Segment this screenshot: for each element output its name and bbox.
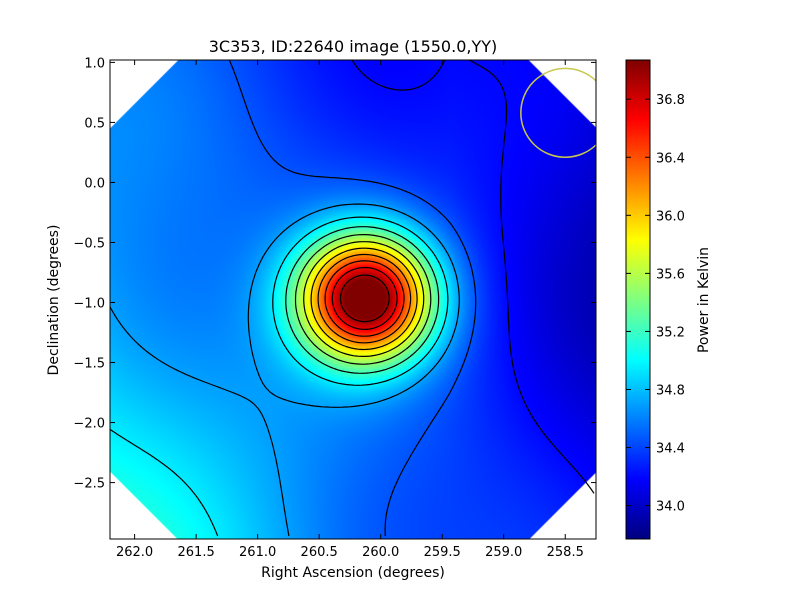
colorbar-tick-label: 35.6 (656, 267, 685, 282)
x-axis-label: Right Ascension (degrees) (261, 565, 445, 581)
colorbar-tick-label: 36.8 (656, 93, 685, 108)
contour-line (317, 253, 412, 344)
contour-line (331, 266, 398, 330)
colorbar-tick-label: 36.4 (656, 151, 685, 166)
contour-line (285, 226, 440, 374)
contour-line (303, 241, 425, 357)
beam-circle (520, 67, 596, 158)
x-tick-label: 258.5 (547, 545, 584, 560)
y-tick-label: −2.0 (73, 417, 105, 432)
colorbar-tick-label: 34.4 (656, 442, 685, 457)
heatmap-image (110, 60, 596, 539)
contour-line (294, 234, 432, 365)
contour-line (351, 60, 595, 494)
contour-line (339, 274, 390, 323)
colorbar-tick-label: 35.2 (656, 325, 685, 340)
y-tick-label: −2.5 (73, 477, 105, 492)
contour-line (228, 60, 477, 537)
colorbar-tick-label: 34.8 (656, 383, 685, 398)
y-axis: 1.0 0.5 0.0 −0.5 −1.0 −1.5 −2.0 −2.5 (73, 56, 596, 492)
colorbar-gradient (626, 60, 650, 539)
y-tick-label: 0.0 (84, 176, 105, 191)
colorbar: 34.0 34.4 34.8 35.2 35.6 36.0 36.4 36.8 Power i… (625, 59, 712, 540)
x-tick-label: 259.5 (424, 545, 461, 560)
colorbar-frame (625, 59, 651, 540)
x-tick-label: 259.0 (485, 545, 522, 560)
y-tick-label: −0.5 (73, 236, 105, 251)
plot-area (110, 60, 596, 539)
x-tick-label: 262.0 (116, 545, 153, 560)
colorbar-tick-label: 36.0 (656, 209, 685, 224)
x-tick-label: 260.0 (362, 545, 399, 560)
x-tick-label: 261.0 (239, 545, 276, 560)
contour-line (110, 216, 449, 537)
y-axis-label: Declination (degrees) (46, 225, 62, 376)
chart-title: 3C353, ID:22640 image (1550.0,YY) (209, 37, 498, 56)
plot-frame (109, 59, 597, 540)
contour-line (324, 260, 405, 337)
colorbar-ticks: 34.0 34.4 34.8 35.2 35.6 36.0 36.4 36.8 (626, 93, 685, 515)
x-tick-label: 260.5 (301, 545, 338, 560)
y-tick-label: 0.5 (84, 116, 105, 131)
y-tick-label: 1.0 (84, 56, 105, 71)
x-axis: 262.0 261.5 261.0 260.5 260.0 259.5 259.0 258.5 (116, 60, 584, 560)
x-tick-label: 261.5 (178, 545, 215, 560)
y-tick-label: −1.0 (73, 297, 105, 312)
colorbar-label: Power in Kelvin (696, 247, 712, 353)
contour-line (310, 247, 418, 351)
y-tick-label: −1.5 (73, 357, 105, 372)
colorbar-tick-label: 34.0 (656, 500, 685, 515)
